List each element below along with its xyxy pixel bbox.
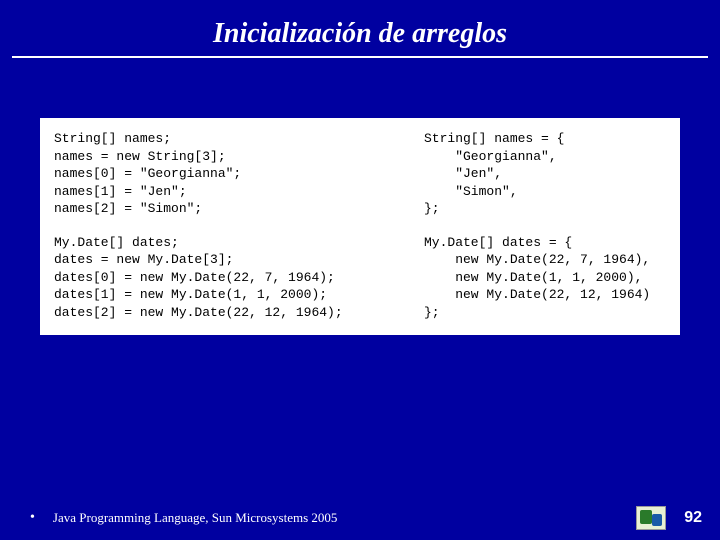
code-panel: String[] names; names = new String[3]; n… [40, 118, 680, 335]
code-block-1-right: String[] names = { "Georgianna", "Jen", … [424, 130, 666, 218]
slide-title: Inicialización de arreglos [0, 0, 720, 56]
footer-bullet: • [30, 510, 35, 526]
code-gap [54, 218, 666, 234]
code-block-2-right: My.Date[] dates = { new My.Date(22, 7, 1… [424, 234, 666, 322]
code-block-2-left: My.Date[] dates; dates = new My.Date[3];… [54, 234, 384, 322]
code-block-1-left: String[] names; names = new String[3]; n… [54, 130, 384, 218]
page-number: 92 [684, 509, 702, 527]
code-block-2: My.Date[] dates; dates = new My.Date[3];… [54, 234, 666, 322]
title-underline [12, 56, 708, 58]
footer-text: Java Programming Language, Sun Microsyst… [53, 510, 636, 526]
bluej-logo-icon [636, 506, 666, 530]
footer: • Java Programming Language, Sun Microsy… [0, 506, 720, 530]
code-block-1: String[] names; names = new String[3]; n… [54, 130, 666, 218]
